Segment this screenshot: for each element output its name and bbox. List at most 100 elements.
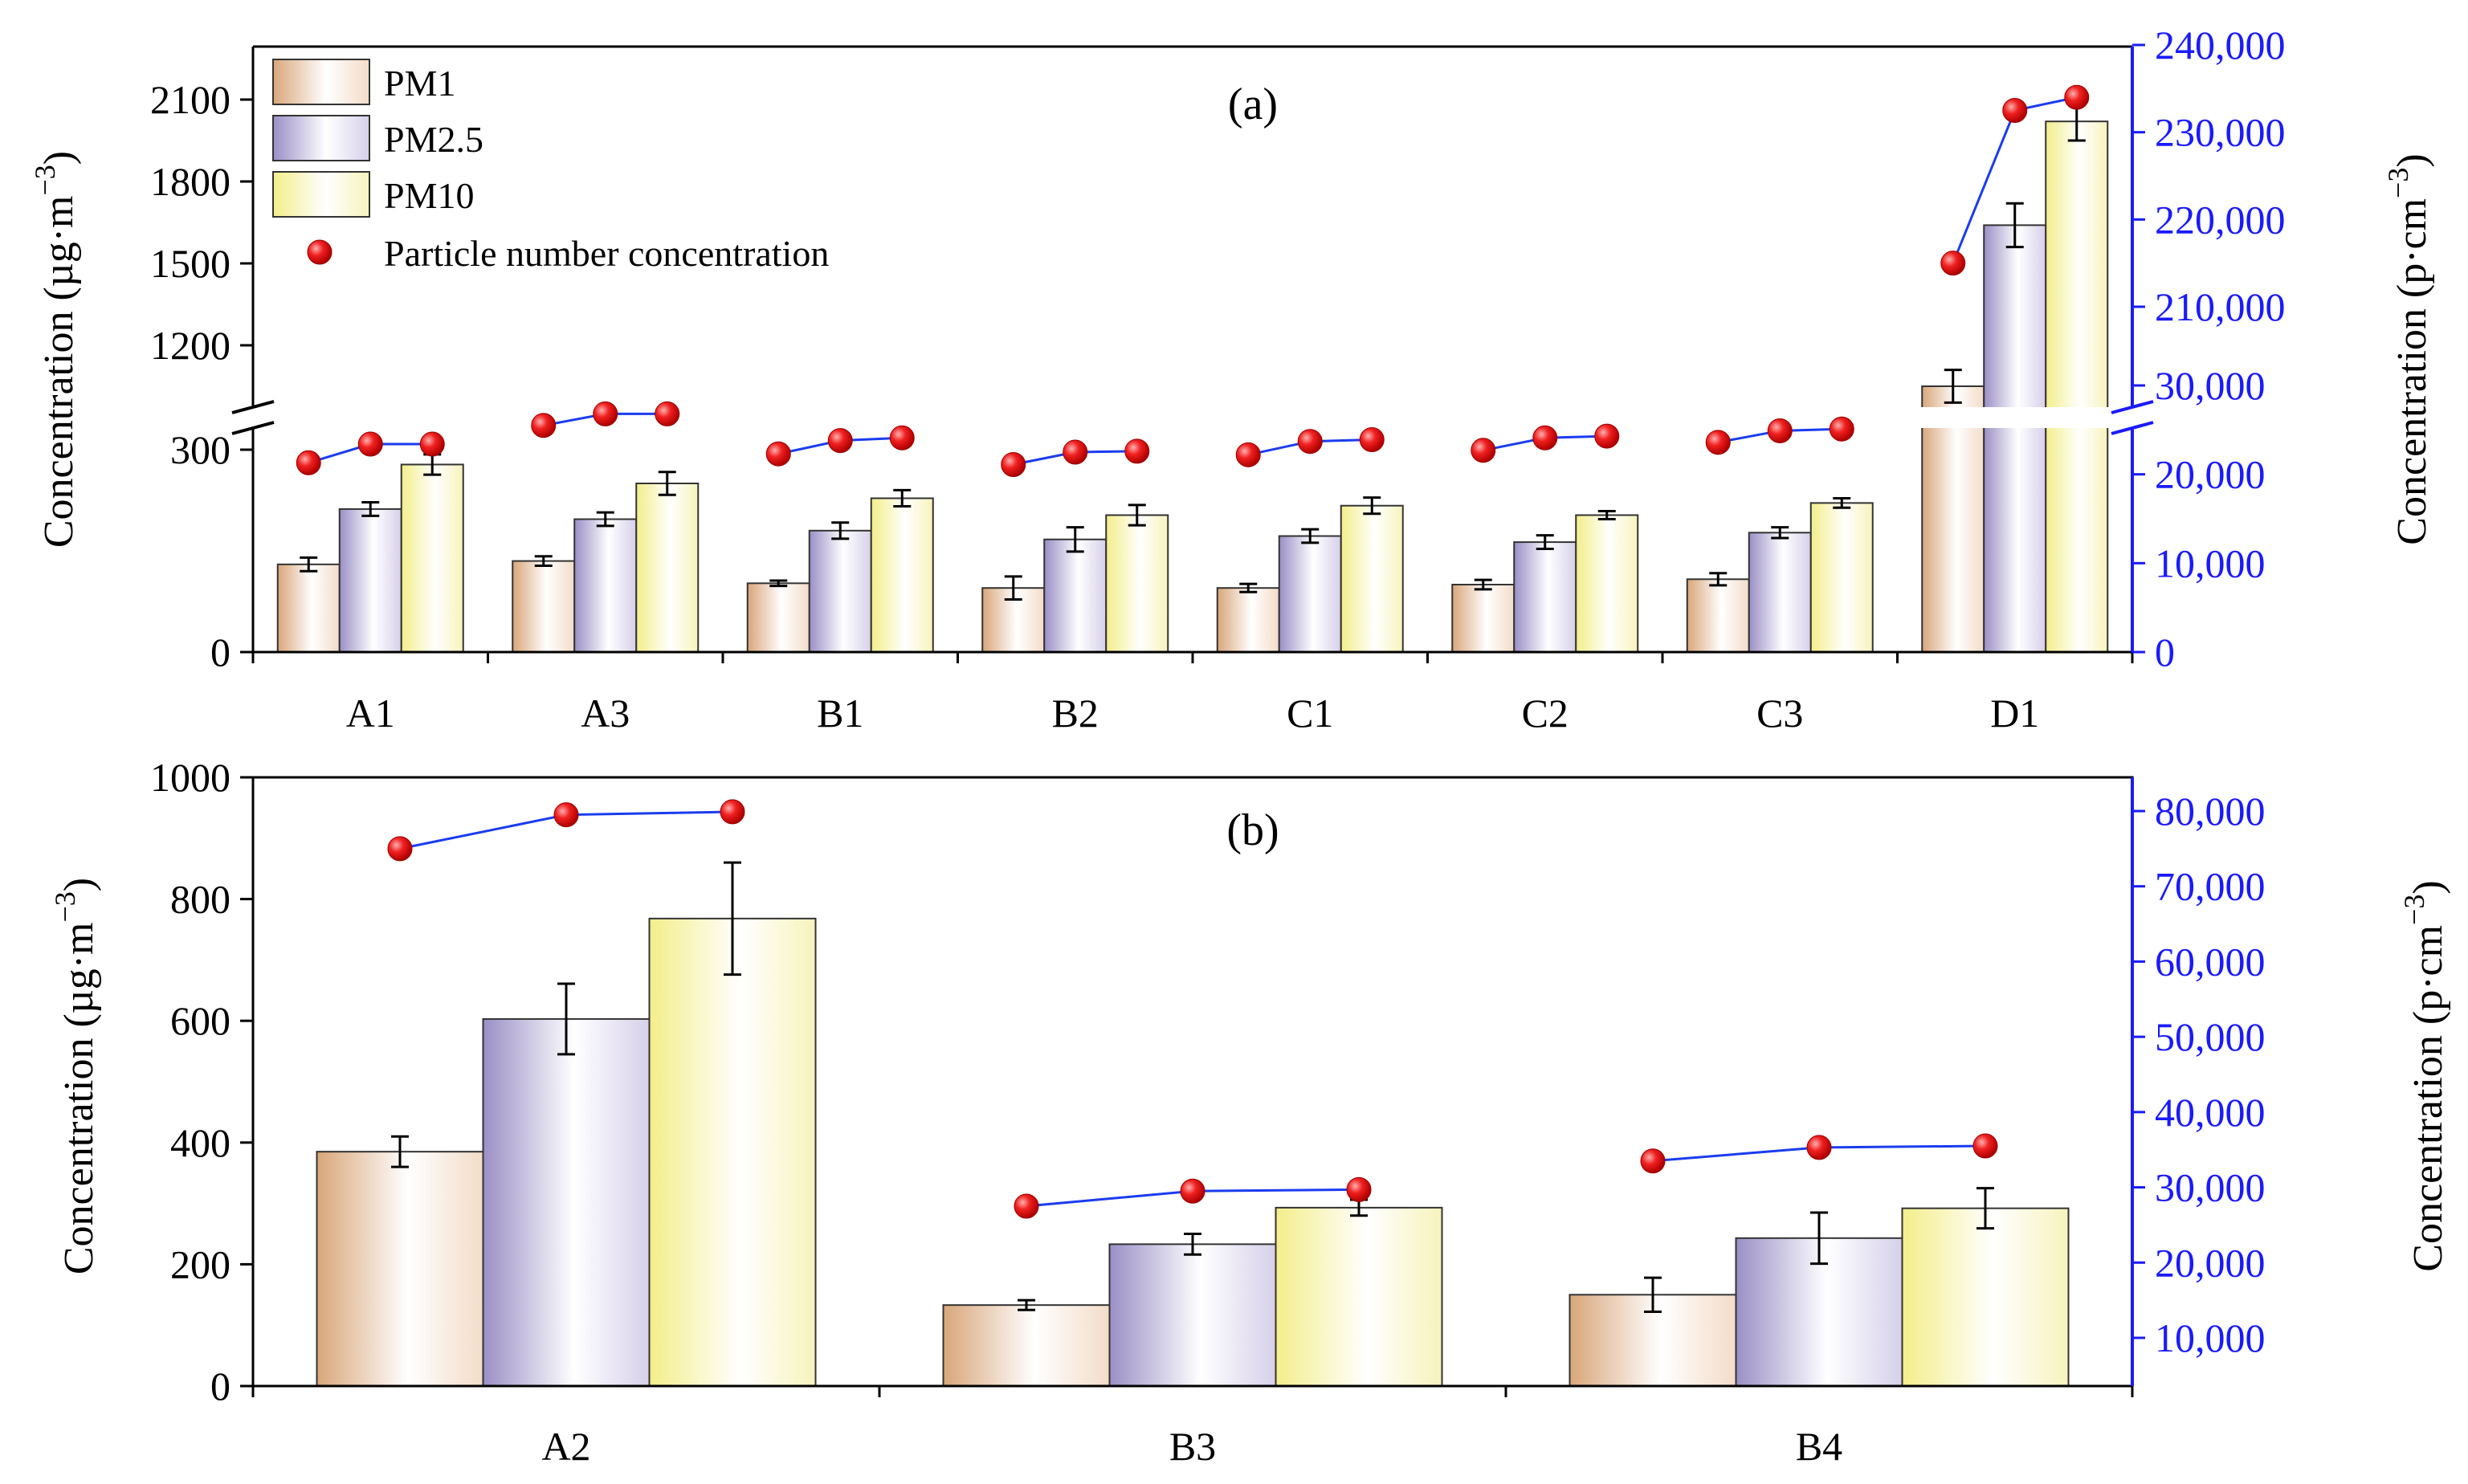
bars-layer <box>272 59 2109 1388</box>
error-bar-pm10-A3 <box>658 471 676 496</box>
x-tick-label-b-A2: A2 <box>541 1424 590 1469</box>
error-bar-pm25-A3 <box>596 511 614 528</box>
particle-point-B4-2 <box>1806 1135 1832 1160</box>
particle-point-B2-3 <box>1124 438 1150 464</box>
y2-tick-label-a-30,000: 30,000 <box>2155 363 2266 408</box>
y2-axis-title-a-close: ) <box>2389 153 2435 167</box>
particle-point-A1-3 <box>419 431 445 457</box>
particle-point-A2-3 <box>720 799 745 825</box>
bar-pm10-B4 <box>1901 1207 2070 1387</box>
bar-pm1-A1 <box>276 563 341 653</box>
y-axis-title-a-exponent: −3 <box>29 165 61 195</box>
particle-point-A3-1 <box>531 413 557 438</box>
y-tick-label-a-0: 0 <box>210 630 230 675</box>
bar-pm10-C2 <box>1575 514 1639 653</box>
y2-tick-label-a-240,000: 240,000 <box>2155 22 2286 67</box>
particle-point-B1-2 <box>827 428 853 454</box>
particle-point-C2-2 <box>1532 425 1558 450</box>
legend-label-particle: Particle number concentration <box>384 233 829 274</box>
error-bar-pm10-B4 <box>1976 1187 1994 1230</box>
error-bar-pm1-C3 <box>1709 572 1728 587</box>
particle-point-C1-3 <box>1359 427 1385 453</box>
error-bar-pm1-A3 <box>534 555 553 567</box>
legend-label-pm1: PM1 <box>384 63 455 104</box>
particle-point-C1-2 <box>1297 429 1323 455</box>
y-tick-label-b-800: 800 <box>170 877 230 922</box>
break-mark-right-1 <box>2111 400 2154 414</box>
particle-point-A3-2 <box>593 401 618 426</box>
y2-tick-label-b-40,000: 40,000 <box>2155 1090 2266 1135</box>
legend-label-pm10: PM10 <box>384 175 474 216</box>
points-layer <box>296 84 2090 1219</box>
particle-point-C2-1 <box>1471 438 1496 463</box>
y-tick-label-b-400: 400 <box>170 1120 230 1165</box>
bar-pm25-C3 <box>1748 532 1812 653</box>
y2-tick-label-b-30,000: 30,000 <box>2155 1165 2266 1210</box>
particle-point-B2-2 <box>1063 439 1088 465</box>
error-bar-pm1-C1 <box>1239 582 1258 593</box>
error-bar-pm25-C3 <box>1771 526 1789 540</box>
y2-tick-label-a-210,000: 210,000 <box>2155 284 2286 329</box>
y-axis-title-b-close: ) <box>56 878 102 891</box>
error-bar-pm1-B2 <box>1004 575 1022 601</box>
particle-point-C3-2 <box>1767 418 1793 443</box>
y2-axis-title-b-exponent: −3 <box>2398 895 2430 925</box>
error-bar-pm10-B2 <box>1128 503 1146 527</box>
y-tick-label-a-1500: 1500 <box>150 241 230 286</box>
bar-pm1-A2 <box>316 1151 484 1388</box>
particle-point-A3-3 <box>655 401 680 426</box>
legend-marker-particle <box>307 239 332 265</box>
error-bar-pm25-B3 <box>1184 1233 1201 1256</box>
x-tick-label-a-C2: C2 <box>1522 691 1569 736</box>
bar-pm25-D1 <box>1983 224 2047 653</box>
particle-point-B4-1 <box>1640 1148 1666 1174</box>
bar-pm10-A3 <box>635 483 700 653</box>
bar-pm1-B1 <box>746 582 810 654</box>
x-tick-label-b-B3: B3 <box>1169 1424 1216 1469</box>
error-bar-pm25-D1 <box>2005 202 2024 249</box>
break-mark-right-2 <box>2111 421 2154 435</box>
particle-point-B3-1 <box>1014 1193 1039 1219</box>
particle-point-A1-1 <box>296 450 321 475</box>
y2-axis-title-a: Concentration (p·cm−3) <box>2382 153 2435 544</box>
x-tick-label-a-B1: B1 <box>817 691 863 736</box>
particle-point-B1-3 <box>889 425 915 450</box>
y-axis-title-a-close: ) <box>36 151 82 165</box>
error-bar-pm1-B3 <box>1018 1298 1035 1311</box>
bar-pm1-B3 <box>942 1304 1111 1388</box>
bar-pm10-A1 <box>400 463 464 653</box>
y-tick-label-a-1200: 1200 <box>150 323 230 368</box>
particle-point-C3-3 <box>1829 416 1854 442</box>
y2-tick-label-a-0: 0 <box>2155 630 2175 675</box>
bar-pm25-C1 <box>1278 535 1342 654</box>
error-bar-pm1-B4 <box>1644 1276 1662 1314</box>
bar-pm25-B2 <box>1043 538 1108 653</box>
error-bar-pm10-B1 <box>893 488 912 508</box>
break-mark-left-1 <box>231 400 275 414</box>
y2-tick-label-b-70,000: 70,000 <box>2155 864 2266 909</box>
error-bar-pm1-D1 <box>1944 369 1962 404</box>
legend-swatch-pm25 <box>272 115 370 161</box>
bar-pm10-D1 <box>2045 120 2109 653</box>
error-bar-pm1-A2 <box>391 1135 409 1168</box>
y2-tick-label-b-10,000: 10,000 <box>2155 1315 2266 1360</box>
error-bar-pm10-C1 <box>1363 496 1381 516</box>
x-tick-label-a-A1: A1 <box>346 691 395 736</box>
y-tick-label-a-300: 300 <box>170 427 230 472</box>
y2-axis-title-a-exponent: −3 <box>2382 168 2414 198</box>
y2-tick-label-b-80,000: 80,000 <box>2155 789 2266 834</box>
particle-point-D1-2 <box>2002 98 2028 123</box>
y2-tick-label-a-230,000: 230,000 <box>2155 110 2286 155</box>
bar-pm10-A2 <box>648 917 817 1387</box>
particle-point-B3-2 <box>1180 1178 1205 1204</box>
y2-tick-label-b-20,000: 20,000 <box>2155 1240 2266 1285</box>
bar-pm10-C3 <box>1809 502 1874 653</box>
bar-pm25-A3 <box>573 518 638 654</box>
bar-pm1-C1 <box>1216 587 1280 654</box>
error-bar-pm10-A2 <box>724 861 741 976</box>
y2-axis-title-b: Concentration (p·cm−3) <box>2398 880 2451 1271</box>
bar-pm25-C2 <box>1513 541 1577 654</box>
bar-pm25-B1 <box>808 529 872 653</box>
